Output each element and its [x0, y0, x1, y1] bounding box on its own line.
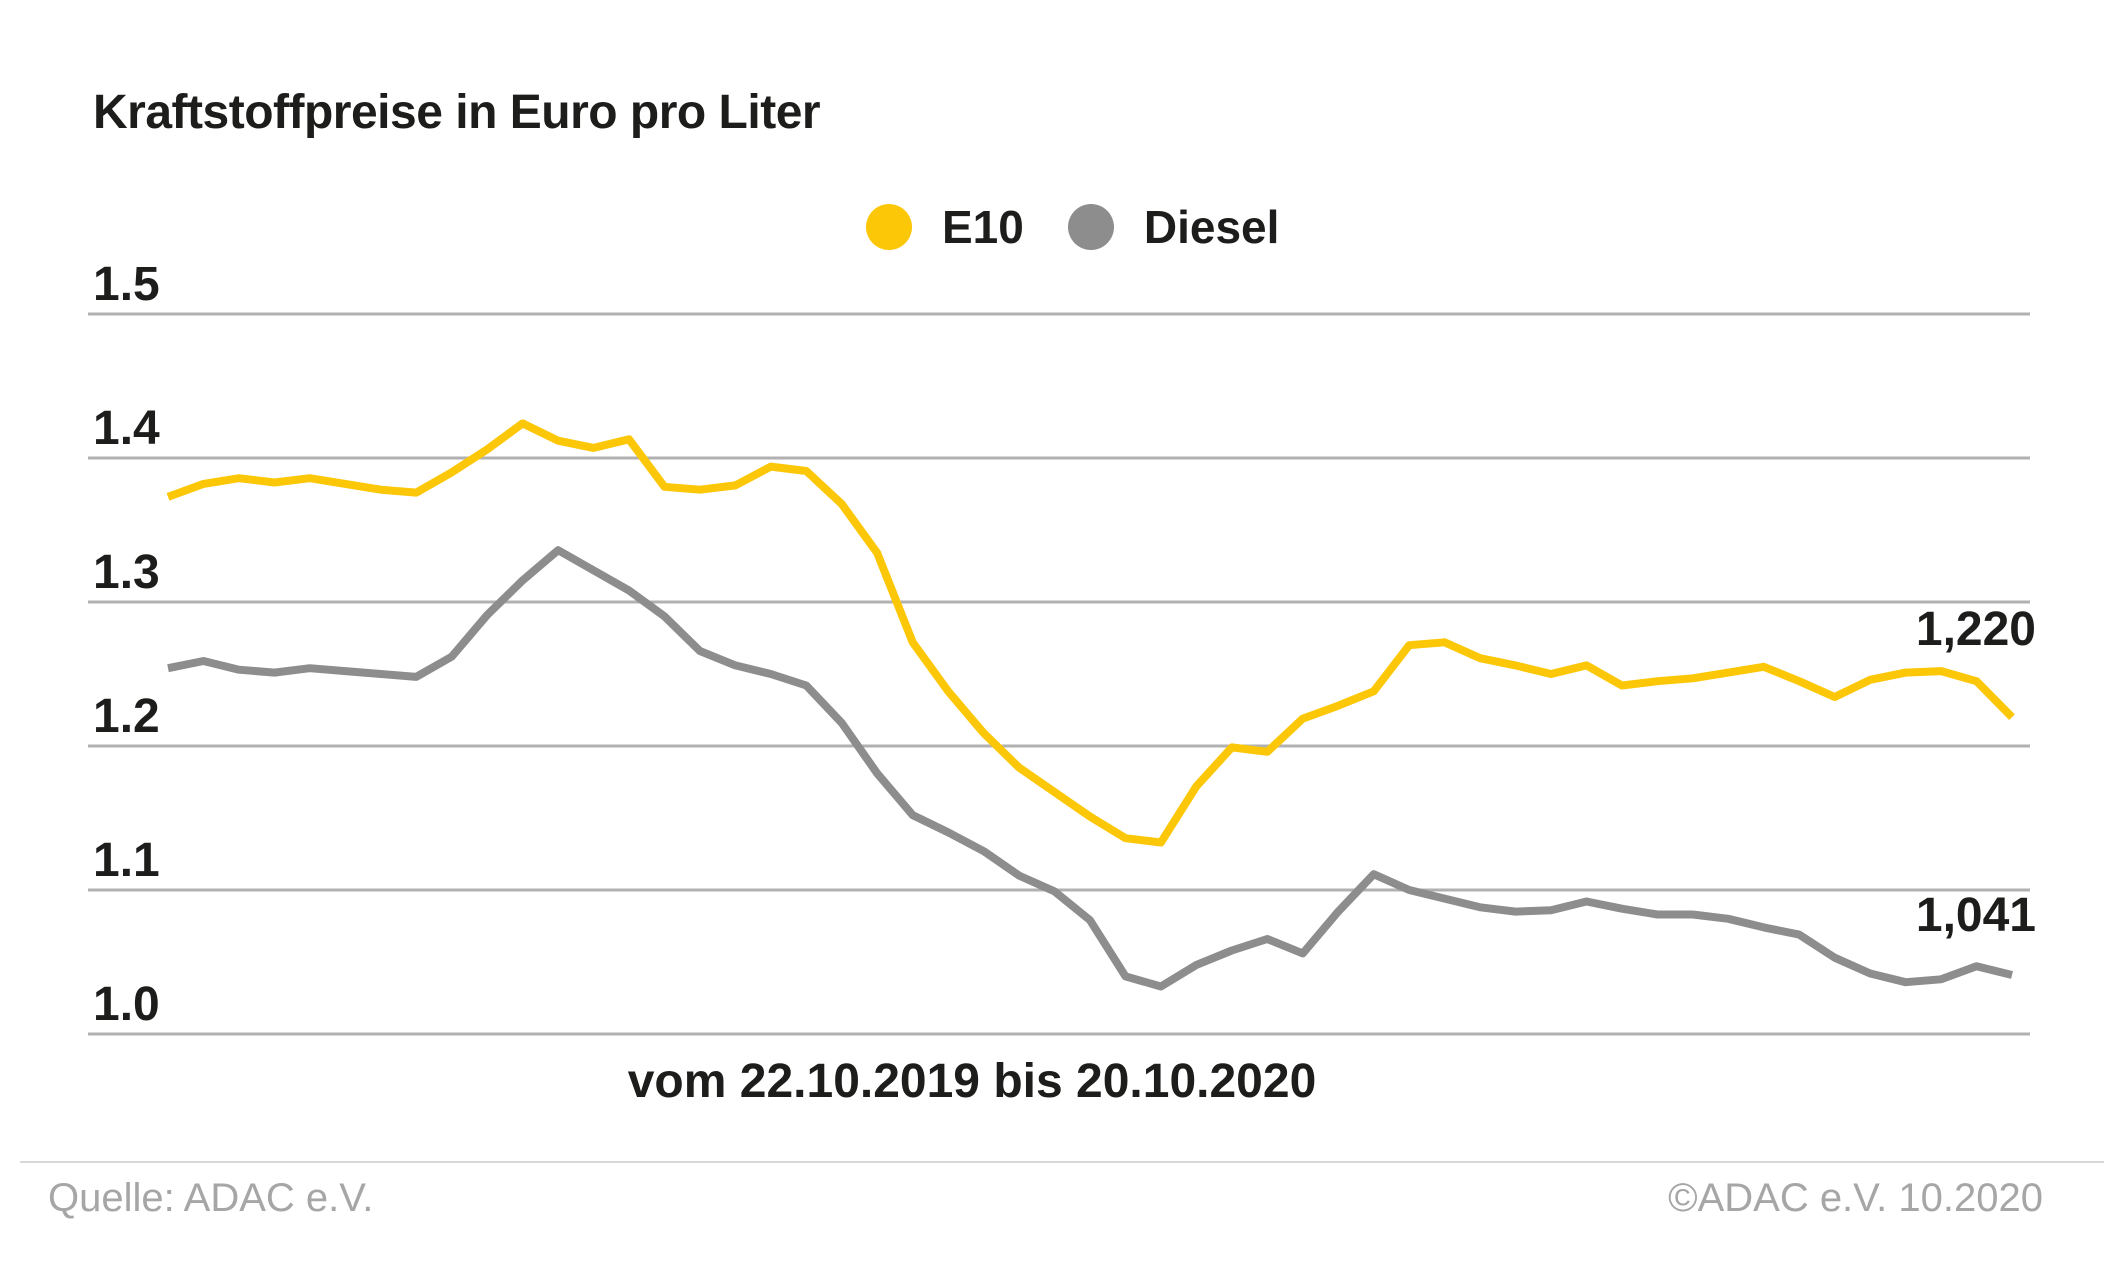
- x-axis-label: vom 22.10.2019 bis 20.10.2020: [627, 1055, 1317, 1108]
- y-tick-label: 1.1: [93, 834, 160, 887]
- y-tick-label: 1.2: [93, 690, 160, 743]
- diesel-line: [167, 546, 2013, 991]
- e10-end-value-label: 1,220: [1915, 603, 2036, 656]
- legend-label-e10: E10: [942, 201, 1024, 253]
- legend-item-e10: E10: [866, 203, 1024, 251]
- footer-copyright-text: ©ADAC e.V. 10.2020: [1668, 1176, 2043, 1220]
- legend: E10 Diesel: [866, 203, 1279, 251]
- y-tick-label: 1.0: [93, 978, 160, 1031]
- e10-dot-icon: [866, 204, 912, 250]
- legend-label-diesel: Diesel: [1143, 201, 1280, 253]
- legend-item-diesel: Diesel: [1067, 201, 1280, 253]
- footer-divider: [20, 1161, 2104, 1163]
- footer-source-text: Quelle: ADAC e.V.: [48, 1176, 374, 1220]
- diesel-end-value-label: 1,041: [1915, 889, 2036, 942]
- y-tick-label: 1.3: [93, 546, 160, 599]
- y-tick-label: 1.4: [93, 402, 160, 455]
- diesel-dot-icon: [1067, 204, 1114, 250]
- page-title: Kraftstoffpreise in Euro pro Liter: [93, 86, 821, 139]
- e10-line: [166, 419, 2015, 847]
- y-tick-label: 1.5: [93, 258, 160, 311]
